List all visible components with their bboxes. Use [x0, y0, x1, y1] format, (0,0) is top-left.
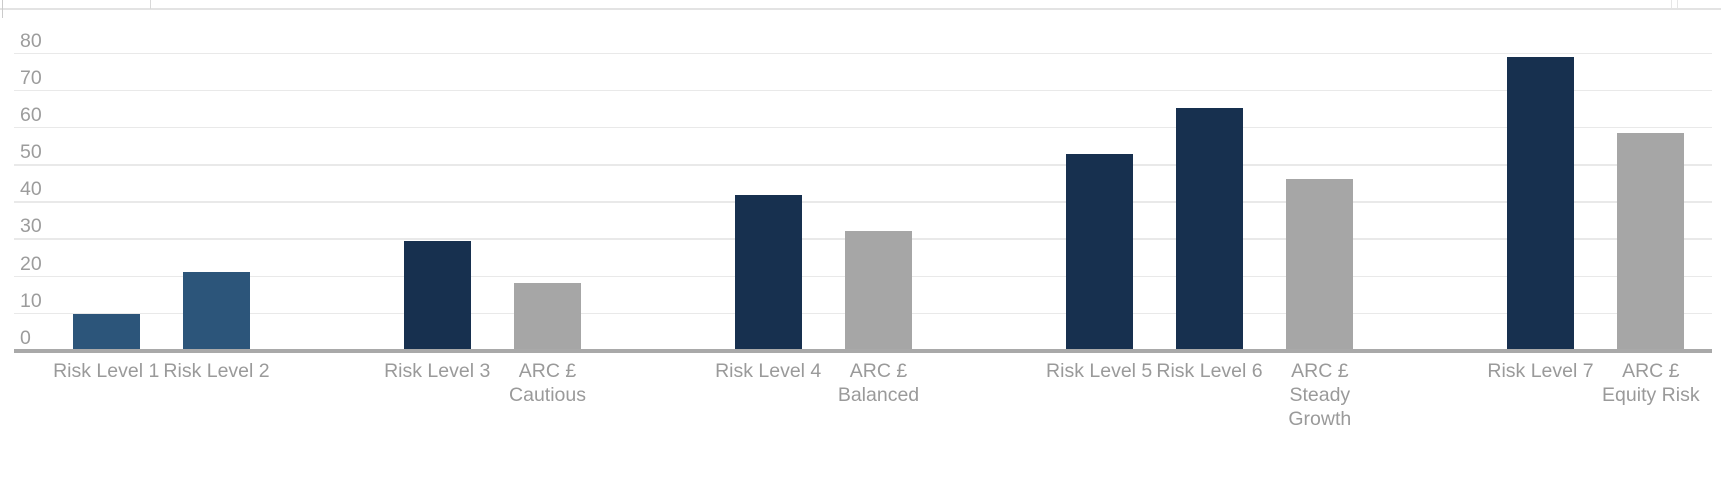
x-axis-label-line: Balanced [837, 384, 920, 406]
y-axis-tick-label-70: 70 [20, 66, 42, 89]
column-divider-tick-3 [1677, 0, 1678, 8]
x-axis-label-line: ARC £ [1622, 360, 1680, 382]
bar-risk-level-3 [403, 241, 471, 352]
x-axis-label-line: Equity Risk [1602, 384, 1700, 406]
x-axis-label-arc-cautious: ARC £ Cautious [473, 359, 623, 407]
y-axis-tick-label-20: 20 [20, 252, 42, 275]
bar-arc-balanced [845, 231, 912, 352]
x-axis-label-line: Risk Level 3 [384, 360, 491, 382]
y-axis-tick-label-30: 30 [20, 215, 42, 238]
x-axis-label-arc-equity-risk: ARC £ Equity Risk [1576, 359, 1721, 407]
x-axis-label-line: Risk Level 4 [715, 360, 822, 382]
x-axis-label-line: Risk Level 1 [53, 360, 160, 382]
x-axis-label-arc-balanced: ARC £ Balanced [804, 359, 954, 407]
y-axis-tick-label-10: 10 [20, 289, 42, 312]
x-axis-label-line: Growth [1288, 408, 1352, 430]
top-border-rule [0, 8, 1721, 10]
x-axis-label-risk-level-5: Risk Level 5 [1024, 359, 1174, 383]
gridline-50 [14, 164, 1712, 166]
x-axis-label-risk-level-2: Risk Level 2 [142, 359, 292, 383]
x-axis-label-line: Risk Level 6 [1156, 360, 1263, 382]
y-axis-tick-label-80: 80 [20, 29, 42, 52]
bar-arc-cautious [514, 282, 582, 352]
bar-risk-level-2 [183, 271, 251, 352]
x-axis-label-line: Risk Level 7 [1487, 360, 1594, 382]
x-axis-label-arc-steady-growth: ARC £ Steady Growth [1245, 359, 1395, 431]
column-divider-tick-2 [1671, 0, 1672, 8]
x-axis-label-risk-level-3: Risk Level 3 [362, 359, 512, 383]
bar-risk-level-1 [72, 314, 140, 352]
bar-risk-level-4 [734, 195, 802, 352]
gridline-70 [14, 89, 1712, 92]
bar-arc-equity-risk [1617, 132, 1685, 352]
column-divider-tick-1 [150, 0, 151, 9]
x-axis-label-line: Steady [1289, 384, 1351, 406]
x-axis-label-risk-level-1: Risk Level 1 [31, 359, 181, 383]
gridline-80 [14, 52, 1712, 55]
x-axis-label-risk-level-6: Risk Level 6 [1135, 359, 1285, 383]
x-axis-label-line: Risk Level 5 [1046, 360, 1153, 382]
y-axis-tick-label-0: 0 [20, 327, 31, 349]
bar-risk-level-7 [1506, 56, 1574, 352]
x-axis-label-risk-level-7: Risk Level 7 [1465, 359, 1615, 383]
x-axis-label-line: ARC £ [1291, 360, 1349, 382]
y-axis-tick-label-60: 60 [20, 103, 42, 126]
x-axis-label-line: Risk Level 2 [163, 360, 270, 382]
left-edge-border-tick [2, 0, 3, 18]
x-axis-label-line: ARC £ [518, 360, 577, 382]
bar-arc-steady-growth [1286, 179, 1354, 352]
x-axis-label-risk-level-4: Risk Level 4 [693, 359, 843, 383]
y-axis-tick-label-40: 40 [20, 178, 42, 201]
gridline-40 [14, 201, 1712, 203]
bar-risk-level-6 [1176, 108, 1243, 352]
y-axis-tick-label-50: 50 [20, 141, 42, 164]
gridline-60 [14, 126, 1712, 129]
x-axis-label-line: ARC £ [849, 360, 908, 382]
bar-risk-level-5 [1065, 154, 1133, 352]
x-axis-label-line: Cautious [509, 384, 586, 406]
x-axis-line [14, 348, 1712, 353]
